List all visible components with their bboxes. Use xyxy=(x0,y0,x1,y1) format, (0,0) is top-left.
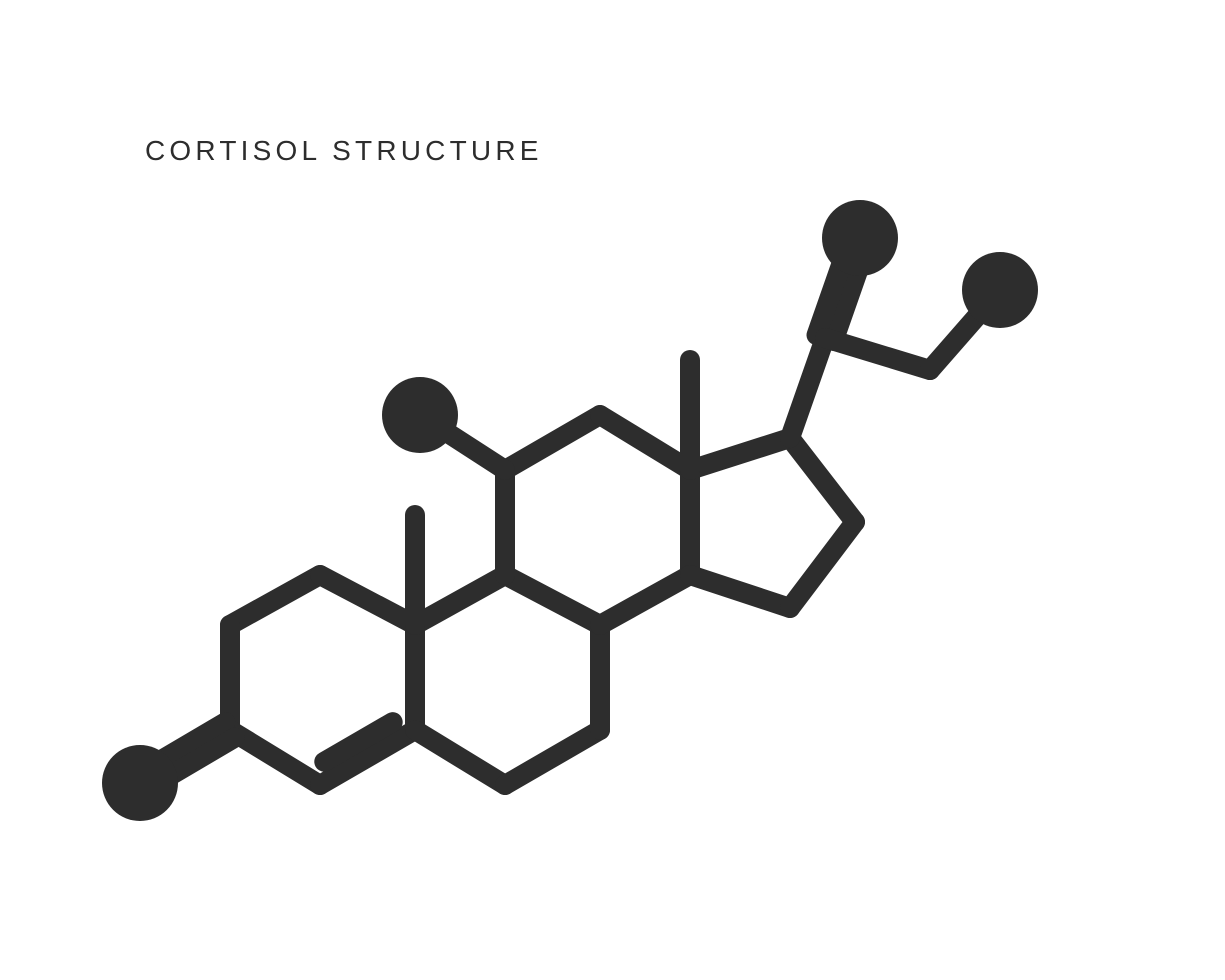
cortisol-structure-diagram xyxy=(0,0,1225,980)
atom-o20 xyxy=(822,200,898,276)
atom-o21 xyxy=(962,252,1038,328)
atom-o3 xyxy=(102,745,178,821)
atom-oh11 xyxy=(382,377,458,453)
